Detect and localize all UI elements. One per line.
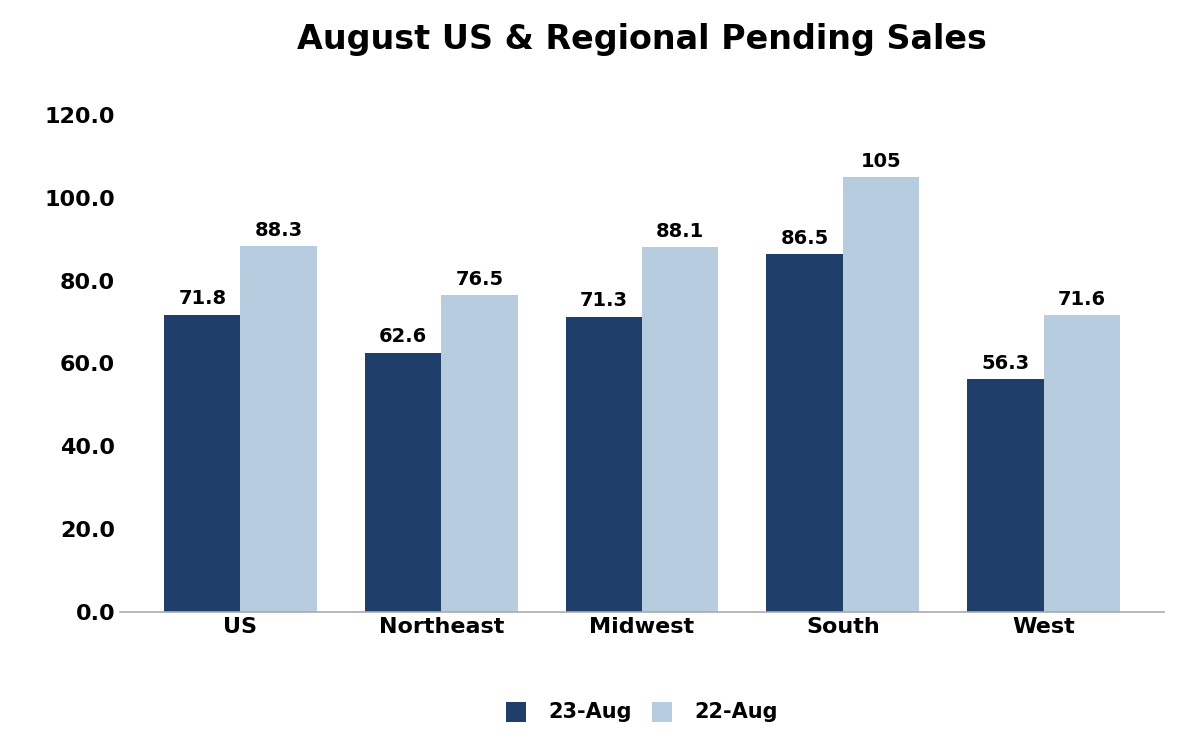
Text: 86.5: 86.5	[780, 228, 829, 248]
Legend: 23-Aug, 22-Aug: 23-Aug, 22-Aug	[498, 692, 786, 730]
Text: 105: 105	[860, 152, 901, 171]
Bar	[365, 352, 442, 612]
Bar	[565, 317, 642, 612]
Bar	[240, 246, 317, 612]
Bar	[1044, 315, 1120, 612]
Text: 56.3: 56.3	[982, 354, 1030, 372]
Text: 88.3: 88.3	[254, 221, 302, 240]
Bar	[442, 295, 517, 612]
Text: 71.3: 71.3	[580, 291, 628, 310]
Text: 76.5: 76.5	[455, 270, 504, 289]
Bar	[164, 315, 240, 612]
Bar	[642, 247, 719, 612]
Text: 71.8: 71.8	[179, 290, 227, 308]
Text: 88.1: 88.1	[656, 222, 704, 241]
Text: 71.6: 71.6	[1057, 290, 1105, 310]
Title: August US & Regional Pending Sales: August US & Regional Pending Sales	[298, 23, 986, 56]
Bar	[842, 177, 919, 612]
Bar	[767, 254, 842, 612]
Bar	[967, 379, 1044, 612]
Text: 62.6: 62.6	[379, 327, 427, 346]
